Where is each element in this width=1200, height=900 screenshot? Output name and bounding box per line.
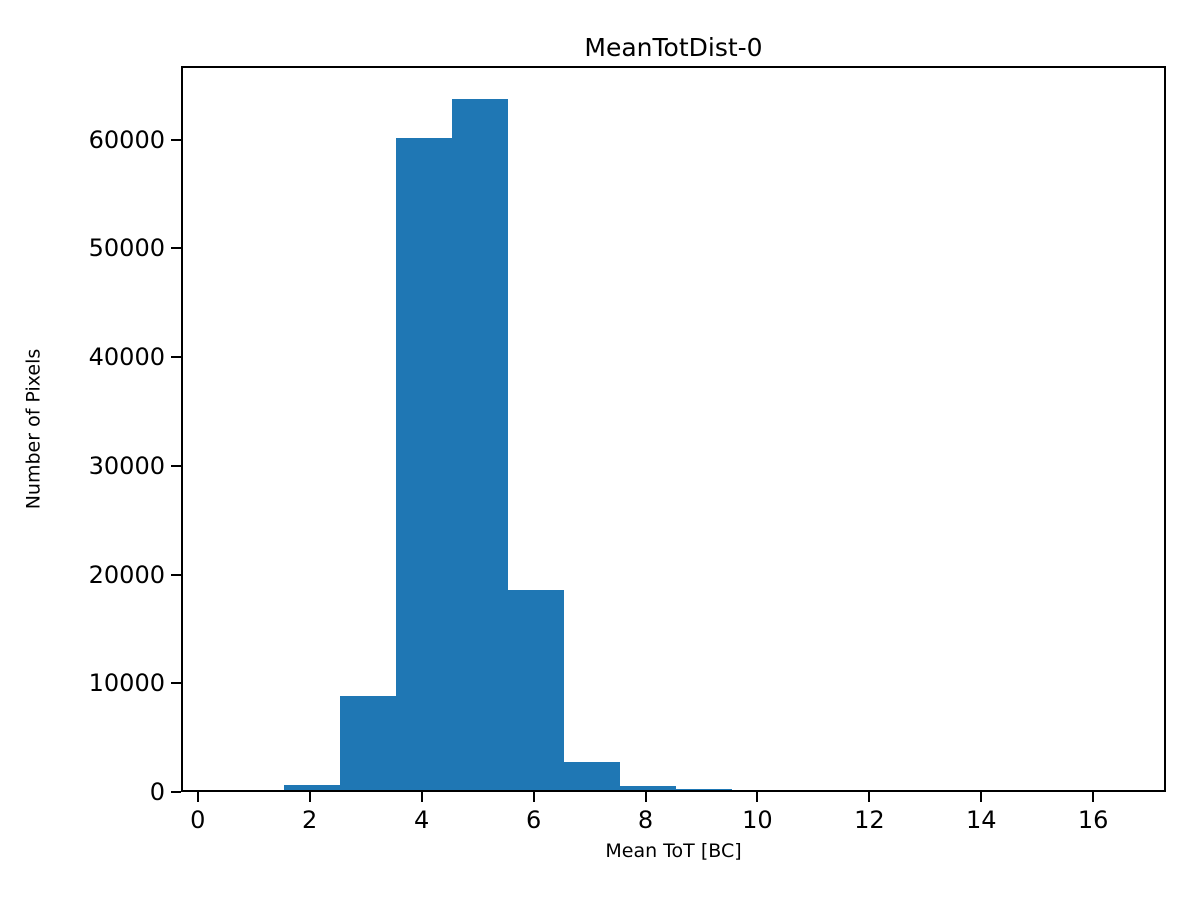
y-tick-label: 0 <box>149 778 165 806</box>
x-tick-mark <box>196 792 199 802</box>
y-tick-label: 40000 <box>88 343 165 372</box>
x-tick-label: 10 <box>742 806 773 834</box>
x-tick-label: 2 <box>302 806 318 834</box>
y-tick-mark <box>171 682 181 685</box>
histogram-bar <box>395 137 452 790</box>
y-tick-mark <box>171 464 181 467</box>
histogram-bar <box>563 761 620 790</box>
histogram-bar <box>675 789 732 790</box>
histogram-bar <box>339 696 396 790</box>
y-tick-mark <box>171 791 181 793</box>
x-tick-mark <box>532 792 535 802</box>
y-tick-label: 30000 <box>88 451 165 480</box>
x-tick-mark <box>308 792 311 802</box>
y-tick-mark <box>171 356 181 359</box>
histogram-bars <box>183 68 1164 790</box>
y-tick-label: 60000 <box>88 125 165 154</box>
y-tick-label: 20000 <box>88 560 165 589</box>
y-tick-label: 10000 <box>88 669 165 698</box>
histogram-bar <box>619 785 676 790</box>
x-tick-mark <box>644 792 647 802</box>
y-tick-mark <box>171 573 181 576</box>
x-tick-mark <box>868 792 871 802</box>
x-tick-label: 12 <box>854 806 885 834</box>
x-tick-label: 14 <box>966 806 997 834</box>
y-tick-label: 50000 <box>88 234 165 263</box>
x-tick-label: 0 <box>190 806 206 834</box>
x-axis-label: Mean ToT [BC] <box>605 840 742 862</box>
histogram-bar <box>283 784 340 790</box>
chart-title: MeanTotDist-0 <box>584 33 763 62</box>
y-axis-label: Number of Pixels <box>22 348 45 510</box>
histogram-bar <box>451 98 508 790</box>
x-tick-mark <box>756 792 759 802</box>
x-tick-mark <box>1092 792 1095 802</box>
y-tick-mark <box>171 247 181 250</box>
plot-area <box>181 66 1166 792</box>
x-tick-mark <box>420 792 423 802</box>
x-tick-label: 16 <box>1077 806 1109 834</box>
x-tick-label: 8 <box>637 806 654 834</box>
x-tick-label: 6 <box>525 806 542 834</box>
x-tick-label: 4 <box>414 806 430 834</box>
histogram-bar <box>507 590 564 790</box>
x-tick-mark <box>980 792 983 802</box>
y-tick-mark <box>171 138 181 141</box>
